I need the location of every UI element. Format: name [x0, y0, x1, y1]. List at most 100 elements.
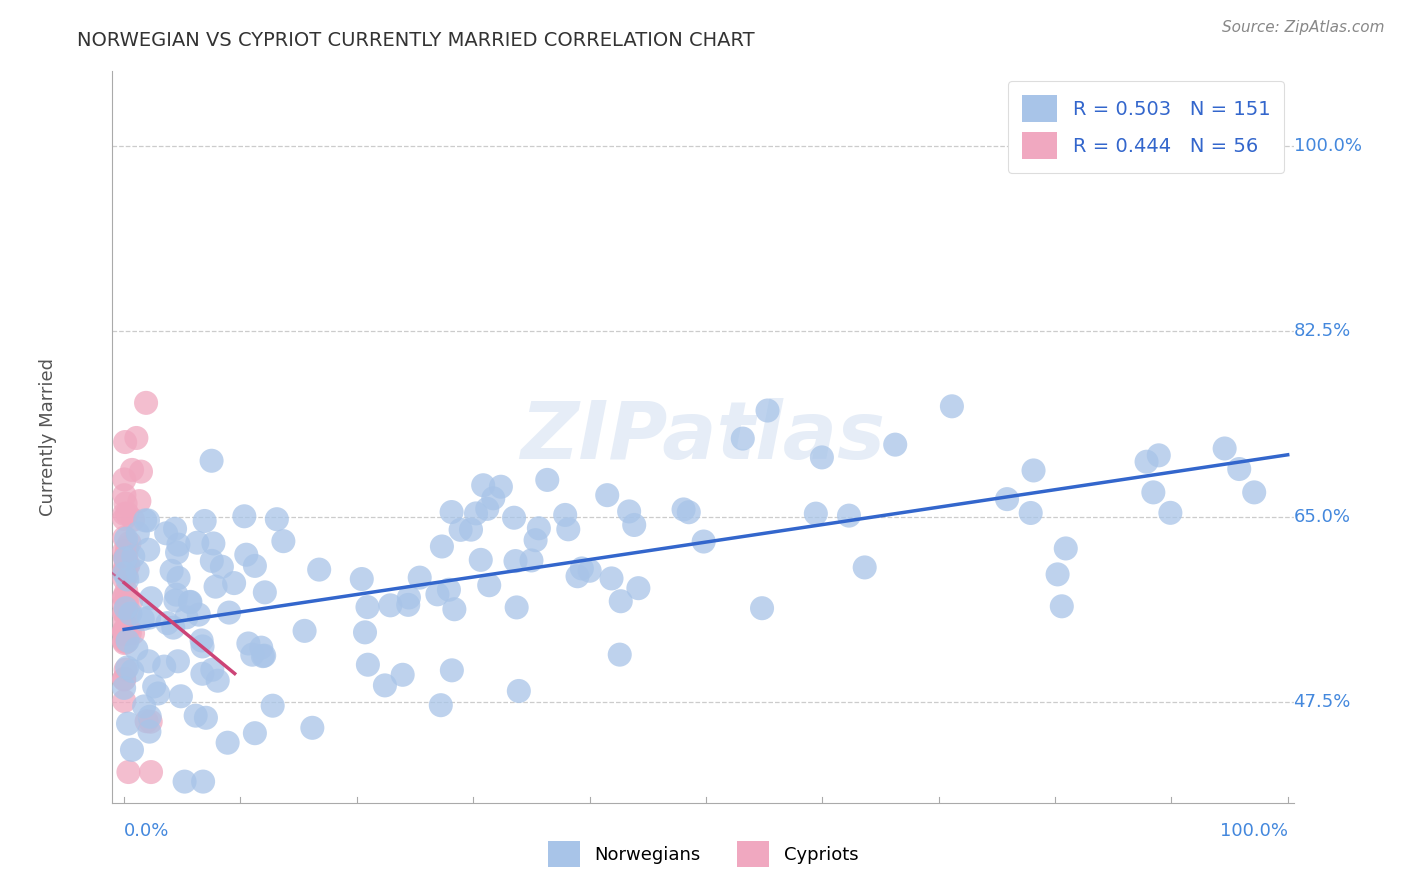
- Point: [250, 640, 273, 655]
- Point: [114, 550, 136, 565]
- Point: [112, 624, 135, 638]
- Point: [176, 610, 198, 624]
- Point: [117, 558, 139, 572]
- Point: [114, 607, 136, 621]
- Point: [191, 774, 214, 789]
- Point: [114, 551, 136, 566]
- Point: [115, 547, 138, 561]
- Point: [187, 607, 209, 622]
- Text: NORWEGIAN VS CYPRIOT CURRENTLY MARRIED CORRELATION CHART: NORWEGIAN VS CYPRIOT CURRENTLY MARRIED C…: [77, 31, 755, 50]
- Point: [139, 765, 162, 780]
- Point: [115, 592, 138, 607]
- Point: [115, 660, 138, 674]
- Point: [460, 523, 482, 537]
- Point: [153, 659, 176, 673]
- Point: [571, 561, 593, 575]
- Point: [112, 673, 135, 687]
- Point: [751, 601, 773, 615]
- Point: [508, 684, 530, 698]
- Point: [165, 588, 187, 602]
- Point: [162, 621, 184, 635]
- Point: [692, 534, 714, 549]
- Point: [201, 554, 224, 568]
- Point: [1227, 462, 1250, 476]
- Point: [173, 774, 195, 789]
- Point: [578, 564, 600, 578]
- Point: [527, 521, 550, 535]
- Point: [128, 494, 150, 508]
- Point: [112, 591, 135, 605]
- Point: [118, 622, 141, 636]
- Point: [398, 591, 420, 605]
- Point: [426, 587, 449, 601]
- Point: [465, 507, 488, 521]
- Point: [884, 437, 907, 451]
- Point: [112, 625, 135, 640]
- Point: [273, 534, 295, 549]
- Point: [112, 566, 135, 581]
- Point: [610, 594, 633, 608]
- Point: [127, 565, 149, 579]
- Point: [1019, 506, 1042, 520]
- Point: [129, 465, 152, 479]
- Point: [121, 664, 143, 678]
- Point: [194, 514, 217, 528]
- Point: [252, 649, 274, 664]
- Point: [233, 509, 256, 524]
- Point: [567, 569, 589, 583]
- Point: [114, 507, 136, 521]
- Point: [200, 454, 222, 468]
- Point: [207, 673, 229, 688]
- Point: [678, 505, 700, 519]
- Point: [503, 510, 526, 524]
- Point: [266, 512, 288, 526]
- Point: [125, 642, 148, 657]
- Point: [143, 679, 166, 693]
- Point: [596, 488, 619, 502]
- Text: Source: ZipAtlas.com: Source: ZipAtlas.com: [1222, 20, 1385, 35]
- Point: [117, 716, 139, 731]
- Point: [191, 640, 214, 654]
- Point: [520, 553, 543, 567]
- Point: [114, 615, 136, 630]
- Point: [505, 554, 527, 568]
- Point: [160, 564, 183, 578]
- Point: [380, 599, 402, 613]
- Point: [838, 508, 860, 523]
- Text: 82.5%: 82.5%: [1294, 322, 1351, 340]
- Point: [139, 710, 162, 724]
- Point: [262, 698, 284, 713]
- Point: [1054, 541, 1077, 556]
- Point: [374, 678, 396, 692]
- Point: [804, 507, 827, 521]
- Text: 65.0%: 65.0%: [1294, 508, 1351, 525]
- Point: [995, 492, 1018, 507]
- Point: [115, 532, 138, 546]
- Point: [217, 736, 239, 750]
- Point: [114, 601, 136, 615]
- Point: [627, 581, 650, 595]
- Point: [112, 634, 135, 648]
- Point: [115, 584, 138, 599]
- Point: [132, 612, 155, 626]
- Text: 0.0%: 0.0%: [124, 822, 170, 840]
- Point: [165, 593, 187, 607]
- Point: [114, 560, 136, 574]
- Point: [115, 635, 138, 649]
- Point: [489, 480, 512, 494]
- Point: [138, 654, 160, 668]
- Point: [440, 663, 463, 677]
- Text: 47.5%: 47.5%: [1294, 693, 1351, 711]
- Point: [202, 536, 225, 550]
- Point: [356, 600, 378, 615]
- Text: Currently Married: Currently Married: [38, 358, 56, 516]
- Point: [115, 568, 138, 582]
- Point: [146, 686, 169, 700]
- Point: [1142, 485, 1164, 500]
- Point: [477, 501, 499, 516]
- Point: [120, 594, 142, 608]
- Point: [112, 636, 135, 650]
- Point: [138, 610, 160, 624]
- Text: ZIPatlas: ZIPatlas: [520, 398, 886, 476]
- Point: [1213, 442, 1236, 456]
